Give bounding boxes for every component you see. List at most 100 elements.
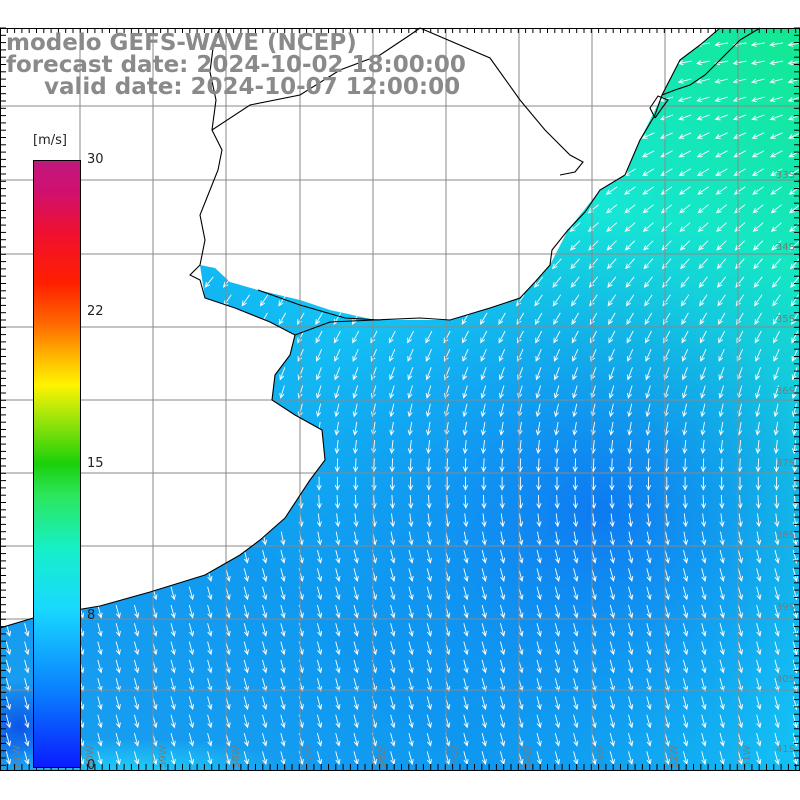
uruguay-coast <box>294 27 721 336</box>
wind-arrow <box>701 714 707 729</box>
wind-arrow <box>425 385 432 399</box>
wind-arrow <box>353 494 359 510</box>
wind-arrow <box>554 732 561 747</box>
wind-arrow <box>755 458 761 473</box>
wind-arrow <box>554 641 561 656</box>
wind-arrow <box>516 330 524 344</box>
colorbar-tick-30: 30 <box>87 152 104 167</box>
wind-arrow <box>408 732 414 747</box>
wind-arrow <box>24 641 30 656</box>
wind-arrow <box>714 96 729 103</box>
wind-arrow <box>188 623 195 637</box>
wind-arrow <box>750 78 765 84</box>
colorbar-tick-0: 0 <box>87 758 96 773</box>
wind-arrow <box>280 678 286 692</box>
wind-arrow <box>426 513 432 528</box>
wind-arrow <box>207 604 213 619</box>
wind-arrow <box>682 494 688 510</box>
wind-arrow <box>553 330 561 344</box>
wind-arrow <box>698 258 709 270</box>
wind-arrow <box>646 623 652 637</box>
wind-arrow <box>789 258 800 270</box>
wind-arrow <box>480 421 486 436</box>
wind-arrow <box>499 678 506 692</box>
wind-arrow <box>534 312 543 326</box>
wind-arrow <box>606 240 617 251</box>
wind-arrow <box>701 659 707 674</box>
wind-arrow <box>207 568 213 583</box>
wind-arrow <box>719 696 725 711</box>
wind-arrow <box>390 623 396 637</box>
wind-arrow <box>315 330 323 344</box>
wind-arrow <box>390 549 396 564</box>
wind-arrow <box>334 403 340 418</box>
wind-arrow <box>390 604 396 619</box>
wind-arrow <box>718 458 725 473</box>
wind-arrow <box>682 421 688 436</box>
wind-arrow <box>390 659 396 674</box>
wind-arrow <box>664 513 670 528</box>
lon-labels: 61W 60W 59W 58W 57W 56W 55W 54W 53W 52W … <box>12 745 753 768</box>
wind-arrow <box>572 440 578 455</box>
wind-arrow <box>645 403 651 418</box>
wind-arrow <box>481 513 487 528</box>
wind-arrow <box>278 294 287 307</box>
wind-arrow <box>353 696 359 711</box>
wind-arrow <box>334 367 341 381</box>
wind-arrow <box>792 641 798 656</box>
wind-arrow <box>480 349 487 362</box>
wind-arrow <box>589 312 598 326</box>
wind-arrow <box>536 732 542 747</box>
wind-arrow <box>682 403 688 418</box>
wind-arrow <box>756 623 762 637</box>
wind-arrow <box>188 641 195 656</box>
wind-arrow <box>499 659 506 674</box>
wind-arrow <box>682 476 688 491</box>
wind-arrow <box>645 476 652 491</box>
lat-labels: 33S 34S 35S 36S 37S 38S 39S 40S 41S <box>776 170 795 755</box>
wind-arrow <box>737 732 744 747</box>
wind-arrow <box>696 132 710 139</box>
wind-arrow <box>680 258 690 270</box>
wind-arrow <box>769 41 784 47</box>
wind-arrow <box>223 294 232 307</box>
wind-arrow <box>462 476 469 491</box>
wind-arrow <box>719 714 725 729</box>
wind-arrow <box>756 751 762 766</box>
wind-arrow <box>679 204 691 214</box>
wind-arrow <box>407 385 413 399</box>
wind-arrow <box>243 623 249 637</box>
wind-arrow <box>334 349 341 362</box>
wind-arrow <box>462 367 469 381</box>
wind-arrow <box>535 421 541 436</box>
wind-arrow <box>390 531 396 546</box>
wind-arrow <box>664 751 670 766</box>
wind-arrow <box>315 349 323 362</box>
wind-arrow <box>536 659 542 674</box>
wind-arrow <box>573 696 579 711</box>
wind-arrow <box>681 385 688 399</box>
wind-arrow <box>646 531 652 546</box>
wind-arrow <box>662 294 671 307</box>
wind-arrow <box>352 403 358 418</box>
wind-arrow <box>5 714 12 729</box>
wind-arrow <box>316 732 323 747</box>
wind-arrow <box>426 678 432 692</box>
wind-arrow <box>534 276 544 288</box>
wind-arrow <box>316 568 323 583</box>
wind-arrow <box>279 385 285 399</box>
wind-arrow <box>463 678 469 692</box>
wind-arrow <box>463 586 469 601</box>
valid-date: valid date: 2024-10-07 12:00:00 <box>44 74 461 100</box>
wind-arrow <box>243 751 249 766</box>
wind-arrow <box>609 513 615 528</box>
wind-arrow <box>717 294 726 307</box>
wind-arrow <box>627 440 633 455</box>
wind-arrow <box>715 204 728 214</box>
wind-arrow <box>408 586 414 601</box>
wind-arrow <box>628 732 634 747</box>
wind-arrow <box>682 732 689 747</box>
wind-arrow <box>641 132 655 139</box>
wind-arrow <box>697 186 709 195</box>
wind-arrow <box>769 96 783 103</box>
